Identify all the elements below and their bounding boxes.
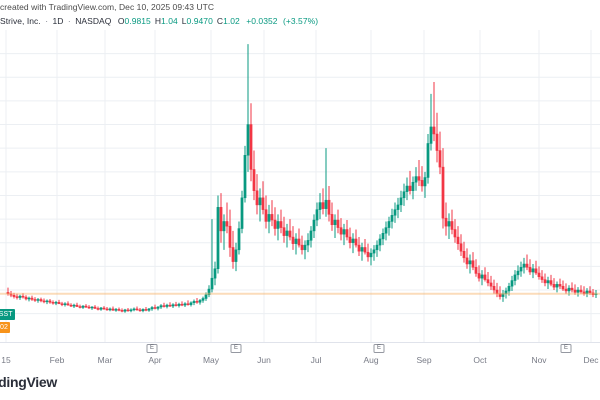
axis-tick-dec: Dec — [583, 355, 599, 365]
axis-tick-mar: Mar — [97, 355, 113, 365]
axis-tick-15: 15 — [1, 355, 11, 365]
time-axis[interactable]: 15 Feb Mar Apr May Jun Jul Aug Sep Oct Nov Dec E E E E — [0, 342, 600, 371]
ohlc-value-h: 1.04 — [161, 16, 178, 26]
chart-plot-area[interactable] — [0, 30, 600, 342]
earnings-marker-4-icon[interactable]: E — [560, 344, 572, 353]
legend-ohlc-values: O0.9815 H1.04 L0.9470 C1.02 — [118, 16, 244, 26]
ohlc-value-o: 0.9815 — [124, 16, 151, 26]
credit-line: created with TradingView.com, Dec 10, 20… — [0, 2, 215, 12]
ohlc-key-l: L — [181, 16, 187, 26]
legend-separator-2: · — [67, 16, 71, 26]
ohlc-key-h: H — [154, 16, 162, 26]
axis-tick-sep: Sep — [416, 355, 432, 365]
last-price-badge[interactable]: 1.02 — [0, 322, 11, 333]
axis-tick-oct: Oct — [473, 355, 487, 365]
last-price-line — [0, 292, 600, 295]
axis-tick-jul: Jul — [310, 355, 322, 365]
legend-change-absolute: +0.0352 — [246, 16, 278, 26]
ohlc-key-c: C — [216, 16, 224, 26]
ohlc-value-c: 1.02 — [223, 16, 240, 26]
legend-timeframe[interactable]: 1D — [52, 16, 64, 26]
ohlc-value-l: 0.9470 — [186, 16, 213, 26]
earnings-marker-2-icon[interactable]: E — [230, 344, 242, 353]
chart-legend: Strive, Inc. · 1D · NASDAQ O0.9815 H1.04 L… — [0, 16, 318, 28]
earnings-marker-3-icon[interactable]: E — [373, 344, 385, 353]
axis-tick-apr: Apr — [148, 355, 162, 365]
legend-symbol-name[interactable]: Strive, Inc. — [0, 16, 41, 26]
legend-exchange: NASDAQ — [75, 16, 112, 26]
chart-gridlines — [0, 30, 600, 342]
candlestick-series — [6, 44, 598, 313]
axis-tick-may: May — [202, 355, 220, 365]
axis-tick-aug: Aug — [363, 355, 379, 365]
legend-change-percent: (+3.57%) — [282, 16, 319, 26]
axis-tick-jun: Jun — [257, 355, 271, 365]
tradingview-watermark: TradingView — [0, 374, 57, 390]
axis-tick-nov: Nov — [531, 355, 547, 365]
legend-separator-1: · — [45, 16, 49, 26]
earnings-marker-1-icon[interactable]: E — [146, 344, 158, 353]
symbol-price-badge[interactable]: ASST — [0, 309, 15, 320]
ohlc-key-o: O — [117, 16, 125, 26]
axis-tick-feb: Feb — [49, 355, 65, 365]
